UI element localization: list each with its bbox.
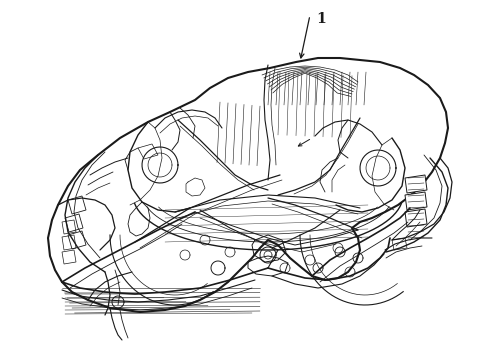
Polygon shape [405,209,427,227]
Polygon shape [405,192,427,210]
Text: 1: 1 [316,12,326,26]
Polygon shape [405,175,427,193]
